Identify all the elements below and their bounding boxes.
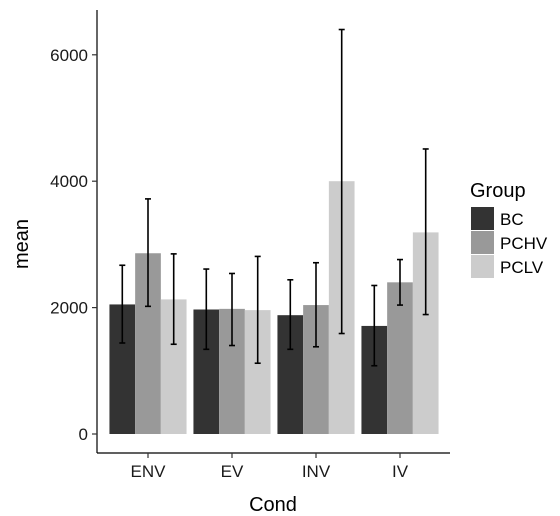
bars-layer <box>109 181 439 434</box>
legend-key-pclv <box>471 255 494 278</box>
error-bar-ev-pclv <box>254 255 261 365</box>
x-tick-label: ENV <box>131 462 167 481</box>
y-tick-label: 2000 <box>50 299 88 318</box>
error-bar-iv-pclv <box>422 148 429 316</box>
y-axis-title: mean <box>11 219 33 269</box>
error-bar-inv-pclv <box>338 28 345 335</box>
error-bar-env-pchv <box>145 198 151 308</box>
x-axis-title: Cond <box>249 494 297 516</box>
x-tick-label: EV <box>221 462 244 481</box>
error-bar-iv-bc <box>371 284 378 367</box>
legend-label-bc: BC <box>500 210 524 229</box>
y-tick-label: 4000 <box>50 172 88 191</box>
x-tick-label: IV <box>392 462 409 481</box>
error-bar-inv-bc <box>287 278 294 351</box>
x-axis-ticks: ENV EV INV IV <box>131 453 409 481</box>
error-bar-ev-bc <box>203 268 210 351</box>
y-axis-ticks: 0 2000 4000 6000 <box>50 46 97 444</box>
legend-label-pclv: PCLV <box>500 258 544 277</box>
x-tick-label: INV <box>302 462 331 481</box>
bar-iv-pchv <box>387 282 413 434</box>
error-bar-env-bc <box>119 264 126 344</box>
y-tick-label: 6000 <box>50 46 88 65</box>
error-bar-ev-pchv <box>229 272 235 347</box>
error-bar-env-pclv <box>170 253 177 346</box>
error-bar-inv-pchv <box>313 261 319 348</box>
legend-key-bc <box>471 207 494 230</box>
legend-title: Group <box>470 180 526 202</box>
legend-label-pchv: PCHV <box>500 234 548 253</box>
legend: Group BC PCHV PCLV <box>470 180 548 278</box>
y-tick-label: 0 <box>79 425 88 444</box>
legend-key-pchv <box>471 231 494 254</box>
error-bars-layer <box>119 28 429 367</box>
error-bar-iv-pchv <box>397 258 403 306</box>
